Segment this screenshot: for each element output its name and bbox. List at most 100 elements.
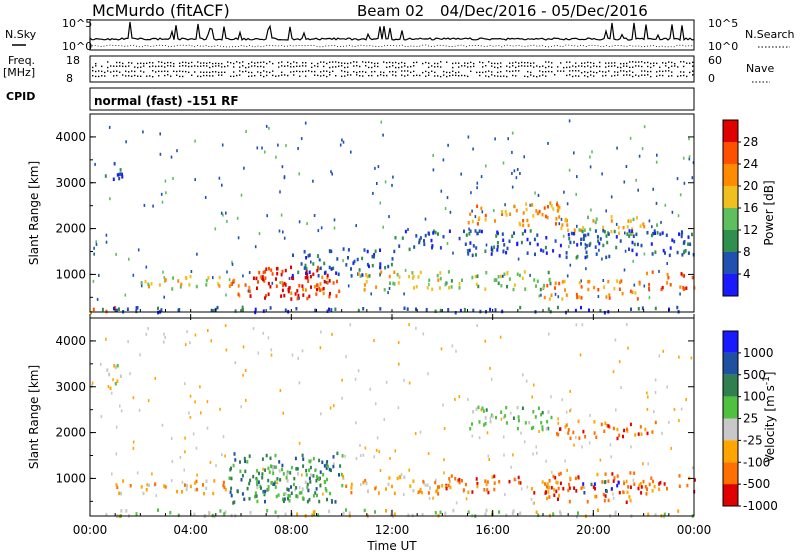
- heatmap-cell: [508, 479, 511, 484]
- heatmap-cell: [619, 280, 621, 285]
- heatmap-cell: [101, 307, 104, 312]
- heatmap-cell: [536, 451, 538, 455]
- freq-dot: [434, 75, 436, 77]
- heatmap-cell: [501, 232, 504, 236]
- heatmap-cell: [680, 230, 683, 234]
- freq-dot: [368, 74, 370, 77]
- heatmap-cell: [300, 491, 303, 495]
- heatmap-cell: [306, 485, 309, 490]
- heatmap-cell: [618, 360, 621, 364]
- heatmap-cell: [594, 229, 597, 233]
- heatmap-cell: [616, 279, 619, 283]
- heatmap-cell: [614, 510, 617, 514]
- heatmap-cell: [264, 489, 267, 494]
- heatmap-cell: [517, 415, 520, 419]
- heatmap-cell: [693, 478, 696, 482]
- x-tick-label: 04:00: [173, 523, 208, 537]
- heatmap-cell: [430, 238, 433, 243]
- heatmap-cell: [444, 484, 447, 489]
- freq-dot: [182, 70, 184, 73]
- heatmap-cell: [554, 239, 557, 243]
- heatmap-cell: [306, 482, 309, 487]
- heatmap-cell: [488, 458, 490, 461]
- heatmap-cell: [154, 376, 156, 380]
- x-axis: 00:00 04:00 08:00 12:00 16:00 20:00 00:00: [73, 309, 711, 537]
- freq-dot: [464, 74, 466, 77]
- heatmap-cell: [618, 287, 621, 291]
- heatmap-cell: [559, 427, 561, 431]
- heatmap-cell: [157, 306, 159, 311]
- heatmap-cell: [359, 444, 361, 447]
- heatmap-cell: [437, 492, 440, 496]
- heatmap-cell: [241, 474, 244, 478]
- heatmap-cell: [171, 460, 174, 463]
- heatmap-cell: [118, 176, 121, 181]
- freq-dot: [479, 74, 481, 77]
- heatmap-cell: [140, 281, 143, 285]
- heatmap-cell: [554, 286, 556, 290]
- freq-dot: [182, 61, 184, 64]
- heatmap-cell: [412, 489, 415, 493]
- freq-dot: [512, 65, 514, 67]
- freq-dot: [305, 65, 307, 67]
- heatmap-cell: [593, 431, 596, 435]
- heatmap-cell: [414, 432, 417, 435]
- heatmap-cell: [590, 482, 593, 487]
- heatmap-cell: [576, 295, 579, 300]
- freq-dot: [500, 65, 502, 68]
- heatmap-cell: [566, 223, 569, 227]
- heatmap-cell: [335, 271, 338, 275]
- freq-dot: [179, 65, 181, 67]
- heatmap-cell: [557, 295, 560, 299]
- freq-dot: [527, 65, 529, 67]
- freq-dot: [377, 75, 379, 77]
- heatmap-cell: [515, 478, 517, 482]
- heatmap-cell: [423, 239, 425, 243]
- heatmap-cell: [541, 480, 544, 484]
- freq-dot: [221, 66, 223, 68]
- heatmap-cell: [690, 356, 693, 360]
- freq-dot: [620, 62, 622, 65]
- heatmap-cell: [491, 513, 494, 517]
- heatmap-cell: [484, 339, 487, 343]
- heatmap-cell: [282, 283, 284, 287]
- heatmap-cell: [428, 232, 431, 236]
- heatmap-cell: [160, 192, 163, 196]
- heatmap-cell: [661, 285, 664, 290]
- freq-dot: [530, 65, 532, 67]
- heatmap-cell: [181, 490, 183, 494]
- freq-dot: [545, 61, 547, 63]
- heatmap-cell: [491, 475, 494, 479]
- heatmap-cell: [387, 482, 390, 487]
- heatmap-cell: [475, 407, 478, 411]
- heatmap-cell: [689, 242, 692, 246]
- freq-dot: [623, 62, 625, 65]
- freq-dot: [638, 65, 640, 67]
- heatmap-cell: [336, 279, 338, 284]
- heatmap-cell: [223, 485, 226, 489]
- heatmap-cell: [373, 339, 375, 343]
- freq-dot: [185, 70, 187, 73]
- freq-dot: [377, 62, 379, 64]
- heatmap-cell: [597, 239, 599, 243]
- heatmap-cell: [522, 211, 525, 215]
- freq-dot: [305, 62, 307, 64]
- heatmap-cell: [476, 324, 478, 328]
- heatmap-cell: [643, 284, 646, 288]
- heatmap-cell: [111, 472, 113, 476]
- freq-dot: [317, 65, 319, 68]
- heatmap-cell: [578, 281, 581, 285]
- heatmap-cell: [326, 273, 329, 278]
- freq-dot: [662, 70, 664, 73]
- freq-dot: [446, 61, 448, 63]
- heatmap-cell: [518, 273, 521, 278]
- heatmap-cell: [95, 242, 98, 246]
- freq-dot: [686, 62, 688, 64]
- freq-dot: [281, 61, 283, 63]
- heatmap-cell: [480, 206, 483, 211]
- freq-dot: [578, 65, 580, 67]
- heatmap-cell: [545, 490, 547, 494]
- heatmap-cell: [252, 327, 255, 331]
- freq-dot: [266, 71, 268, 73]
- heatmap-cell: [495, 415, 497, 420]
